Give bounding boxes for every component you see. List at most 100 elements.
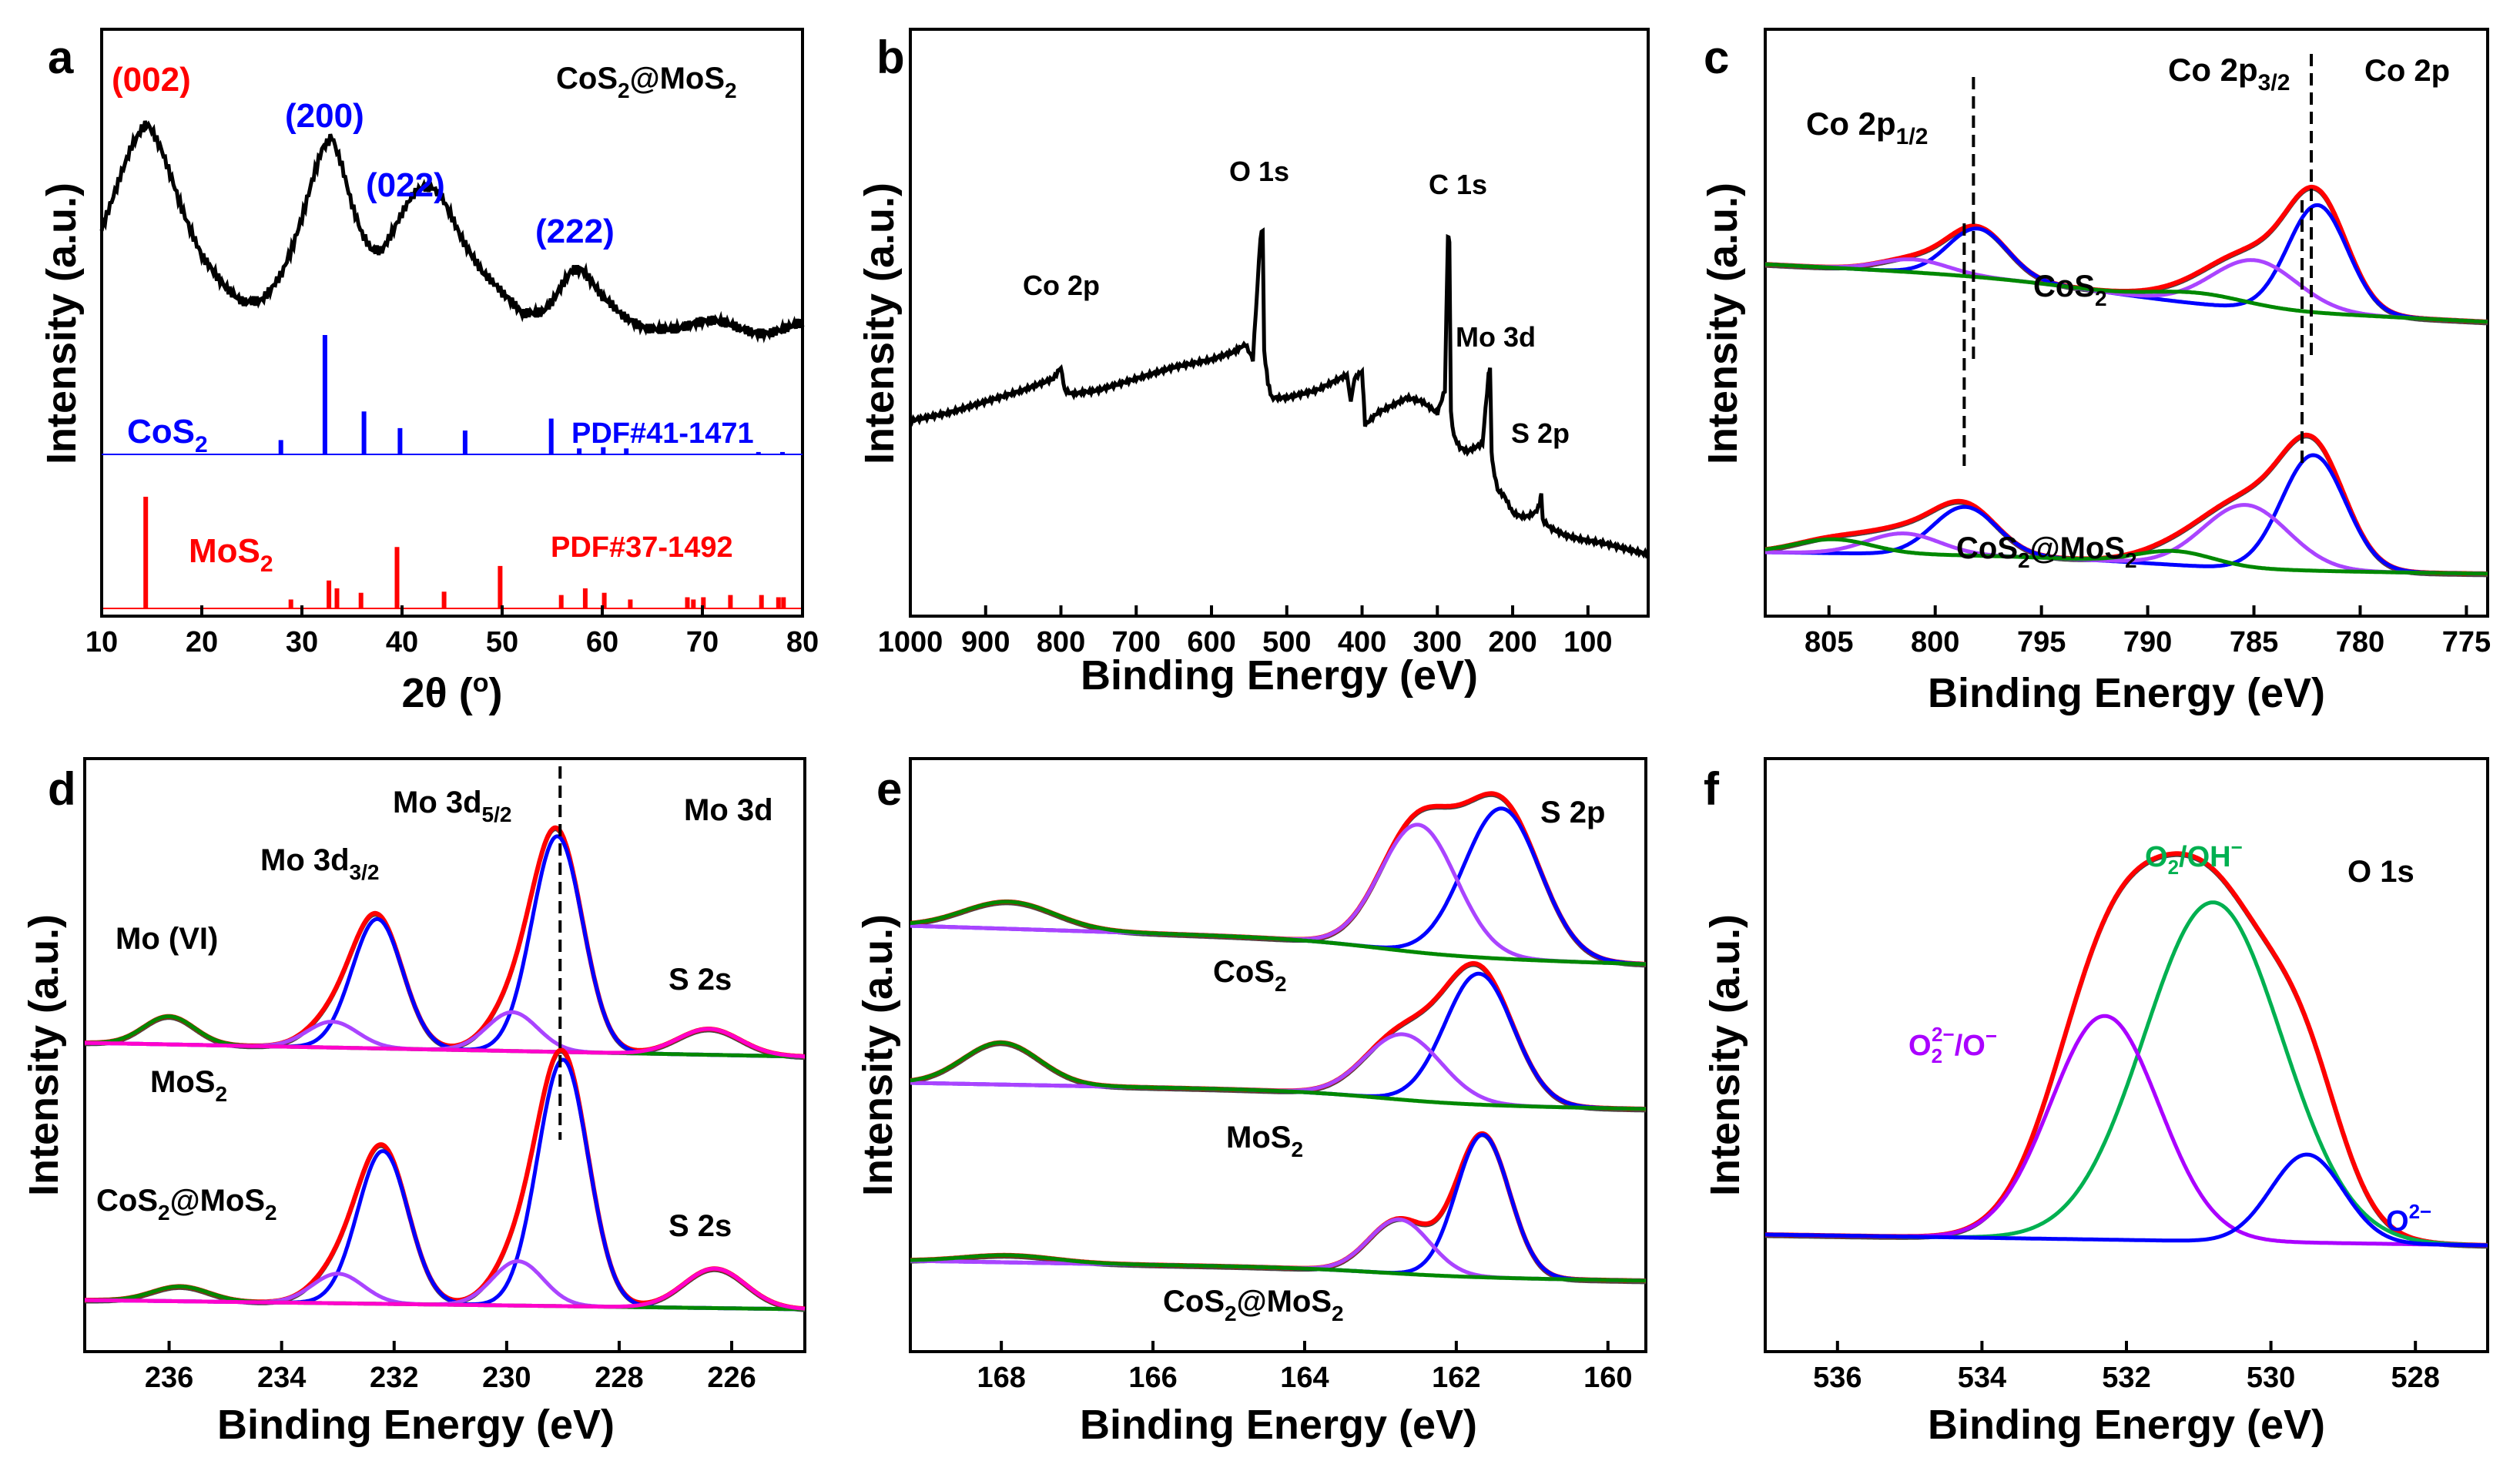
component-label-oxide: O2− (2386, 1200, 2431, 1238)
plot-frame-f (1764, 757, 2489, 1353)
x-tick-label: 226 (707, 1362, 756, 1394)
ref-label-cos2-main: CoS (127, 413, 195, 451)
x-tick-label: 536 (1813, 1362, 1862, 1394)
sample-label-c-cos2: CoS2 (2033, 270, 2107, 310)
x-tick-label: 10 (85, 626, 118, 658)
sample-label-d-composite-sub: 2 (158, 1201, 170, 1225)
x-tick-label: 775 (2442, 626, 2491, 658)
plot-frame-e (909, 757, 1647, 1353)
x-tick-label: 100 (1563, 626, 1612, 658)
peak-label-co2p32-main: Co 2p (2168, 52, 2258, 88)
sample-label-c-composite: CoS2@MoS2 (1956, 531, 2137, 572)
sample-label-e-mos2-main: MoS (1226, 1121, 1291, 1154)
peak-label-mo3d32-main: Mo 3d (260, 843, 350, 877)
peak-label-mo3d-survey: Mo 3d (1456, 321, 1536, 353)
sample-label-d-composite-sub2: 2 (265, 1201, 277, 1225)
x-tick-label: 166 (1128, 1362, 1177, 1394)
x-tick-label: 700 (1112, 626, 1161, 658)
peak-label-co2p12-sub: 1/2 (1896, 124, 1929, 149)
sample-label-d-mos2-main: MoS (150, 1065, 215, 1099)
component-label-peroxide-sup: 2− (1932, 1023, 1955, 1046)
sample-label-c-cos2-main: CoS (2033, 270, 2095, 303)
x-tick-label: 30 (286, 626, 318, 658)
sample-label-e-cos2-sub: 2 (1275, 972, 1287, 996)
x-tick-label: 80 (786, 626, 819, 658)
x-ticks-d: 236 234 232 230 228 226 (145, 1341, 756, 1394)
peak-label-200: (200) (285, 97, 364, 135)
sample-label-e-composite: CoS2@MoS2 (1163, 1285, 1344, 1325)
plot-frame-b (909, 28, 1650, 618)
x-tick-label: 500 (1262, 626, 1311, 658)
sample-label-c-composite-sub: 2 (2018, 548, 2030, 572)
x-tick-label: 534 (1958, 1362, 2006, 1394)
x-tick-label: 200 (1488, 626, 1536, 658)
component-label-peroxide: O22−/O− (1908, 1023, 1997, 1067)
panel-a: a 10 20 30 40 50 60 70 80 (002) (200) (022) (22… (39, 28, 819, 716)
sample-label-e-cos2: CoS2 (1213, 955, 1287, 996)
panel-f: f 536 534 532 530 528 O 1s O2/OH− O22−/O− O2… (1702, 757, 2489, 1448)
panel-c: c 805 800 795 790 785 780 775 Co 2p Co 2p1/2 C… (1700, 28, 2491, 716)
peak-label-co2p32-sub: 3/2 (2258, 70, 2290, 95)
sample-label-d-composite: CoS2@MoS2 (96, 1184, 277, 1225)
x-ticks-f: 536 534 532 530 528 (1813, 1341, 2440, 1394)
panel-e: e 168 166 164 162 160 S 2p CoS2 MoS2 CoS2@Mo… (855, 757, 1647, 1448)
x-axis-label-b: Binding Energy (eV) (1081, 652, 1478, 699)
ref-card-mos2: PDF#37-1492 (551, 531, 733, 564)
y-axis-label-d: Intensity (a.u.) (21, 914, 67, 1196)
x-axis-label-d: Binding Energy (eV) (217, 1402, 615, 1448)
region-title-d: Mo 3d (684, 793, 773, 827)
y-axis-label-a: Intensity (a.u.) (39, 183, 85, 464)
peak-label-mo3d52: Mo 3d5/2 (393, 786, 511, 826)
peak-label-222: (222) (535, 213, 615, 250)
x-tick-label: 600 (1187, 626, 1235, 658)
x-tick-label: 790 (2123, 626, 2172, 658)
sample-label-c-composite-sub2: 2 (2125, 548, 2137, 572)
ref-label-mos2: MoS2 (189, 532, 273, 577)
y-axis-label-b: Intensity (a.u.) (856, 183, 903, 464)
sample-label-d-composite-rest: @MoS (170, 1184, 265, 1218)
x-axis-label-f: Binding Energy (eV) (1928, 1402, 2325, 1448)
panel-letter-f: f (1704, 763, 1720, 815)
fit-line-o2- (1765, 1152, 2488, 1248)
component-label-oh-sup: − (2231, 836, 2243, 859)
panel-b: b 1000 900 800 700 600 500 400 300 200 100 Co 2p … (856, 28, 1650, 699)
sample-label-e-mos2-sub: 2 (1291, 1138, 1303, 1161)
peak-label-s2p-survey: S 2p (1511, 417, 1570, 449)
plot-area-d (84, 766, 806, 1312)
sample-label-e-mos2: MoS2 (1226, 1121, 1303, 1161)
component-label-oh-rest: /OH (2179, 841, 2231, 873)
fit-line-cos2-mos2-satellite (1764, 537, 2488, 576)
x-tick-label: 528 (2391, 1362, 2439, 1394)
sample-label-e-composite-sub2: 2 (1332, 1302, 1344, 1325)
sample-label-e-composite-part: CoS (1163, 1285, 1225, 1319)
plot-area-b (908, 227, 1650, 559)
component-label-oh-main: O (2145, 841, 2168, 873)
x-tick-label: 234 (257, 1362, 306, 1394)
sample-label-a-sub: 2 (618, 79, 630, 102)
peak-label-mo3d32: Mo 3d3/2 (260, 843, 379, 884)
x-tick-label: 20 (186, 626, 218, 658)
fit-line-cos2-s-2p1-2 (910, 823, 1646, 967)
x-ticks-a: 10 20 30 40 50 60 70 80 (85, 605, 819, 658)
xrd-pattern-line (99, 120, 805, 343)
plot-area-e (910, 791, 1647, 1285)
x-tick-label: 168 (977, 1362, 1025, 1394)
y-axis-label-e: Intensity (a.u.) (855, 914, 901, 1196)
fit-line-mos2-s-2s (85, 1027, 805, 1059)
component-label-oxide-main: O (2386, 1205, 2409, 1238)
x-axis-label-a-deg: o (473, 668, 489, 698)
component-label-oh-sub: 2 (2168, 856, 2179, 879)
x-tick-label: 300 (1413, 626, 1462, 658)
peak-label-s2s-mos2: S 2s (669, 963, 732, 997)
ref-label-mos2-sub: 2 (260, 551, 273, 577)
peak-label-mo3d52-main: Mo 3d (393, 786, 482, 819)
x-tick-label: 785 (2230, 626, 2278, 658)
x-tick-label: 228 (595, 1362, 643, 1394)
region-title-c: Co 2p (2364, 54, 2450, 88)
sample-label-c-cos2-sub: 2 (2095, 286, 2107, 310)
component-label-peroxide-rest: /O (1955, 1030, 1986, 1062)
ref-label-cos2-sub: 2 (195, 432, 208, 457)
x-tick-label: 1000 (878, 626, 943, 658)
x-tick-label: 532 (2102, 1362, 2150, 1394)
